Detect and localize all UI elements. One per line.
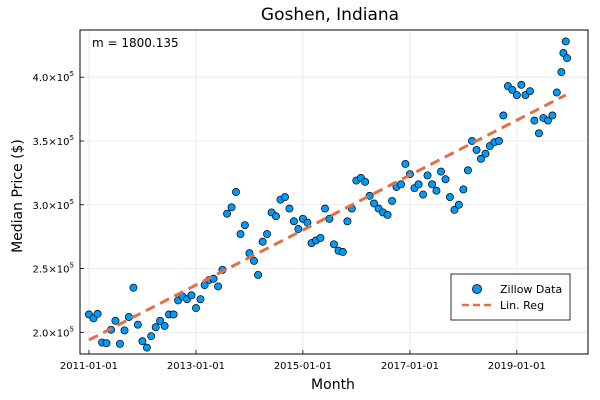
data-point: [196, 295, 205, 304]
data-point: [459, 185, 468, 194]
data-point: [102, 339, 111, 348]
data-point: [548, 111, 557, 120]
legend-label-zillow: Zillow Data: [500, 283, 562, 296]
data-point: [160, 321, 169, 330]
data-point: [129, 283, 138, 292]
data-point: [93, 309, 102, 318]
y-tick-label: 4.0×105: [33, 70, 74, 84]
data-point: [557, 68, 566, 77]
data-point: [263, 230, 271, 239]
y-tick-label: 2.5×105: [33, 262, 74, 276]
data-point: [423, 171, 432, 180]
data-point: [563, 54, 572, 63]
data-point: [454, 200, 463, 209]
data-point: [526, 87, 534, 96]
data-point: [325, 214, 334, 223]
data-point: [236, 230, 245, 239]
y-tick-label: 3.0×105: [33, 198, 74, 212]
data-point: [530, 116, 539, 125]
data-point: [254, 270, 263, 279]
annotation: m = 1800.135: [92, 36, 179, 50]
chart-title: Goshen, Indiana: [261, 5, 399, 25]
x-tick-label: 2019-01-01: [488, 361, 546, 372]
data-point: [240, 221, 249, 230]
data-point: [517, 80, 526, 89]
legend-scatter-marker: [472, 284, 482, 294]
plot-frame: [79, 29, 589, 355]
data-point: [477, 154, 485, 163]
data-point: [316, 233, 325, 242]
x-tick-label: 2013-01-01: [167, 361, 225, 372]
data-point: [156, 316, 165, 325]
data-point: [388, 196, 397, 205]
data-point: [508, 86, 517, 94]
data-point: [232, 188, 240, 196]
data-point: [552, 88, 561, 97]
data-point: [250, 256, 258, 265]
x-tick-label: 2015-01-01: [274, 361, 332, 372]
data-point: [223, 209, 231, 218]
data-point: [543, 116, 552, 125]
data-point: [227, 203, 236, 212]
data-point: [116, 339, 124, 348]
data-point: [133, 320, 142, 329]
data-point: [441, 175, 450, 184]
data-point: [214, 282, 223, 291]
x-tick-label: 2017-01-01: [381, 361, 439, 372]
y-tick-label: 2.0×105: [33, 325, 74, 339]
x-axis-label: Month: [311, 377, 355, 393]
data-point: [271, 212, 280, 221]
data-point: [151, 323, 160, 332]
data-point: [169, 310, 178, 319]
data-point: [142, 343, 151, 352]
data-point: [428, 180, 436, 189]
data-point: [499, 111, 508, 120]
data-point: [361, 177, 370, 186]
legend-box: [450, 273, 571, 321]
marks: [84, 37, 572, 352]
data-point: [495, 137, 503, 145]
x-tick-label: 2011-01-01: [60, 361, 118, 372]
data-point: [192, 304, 200, 313]
data-point: [258, 237, 267, 246]
data-point: [187, 291, 196, 300]
data-point: [294, 225, 303, 233]
legend: Zillow Data Lin. Reg: [450, 273, 571, 321]
data-point: [512, 91, 521, 100]
data-point: [120, 326, 129, 335]
data-point: [401, 159, 410, 168]
data-point: [450, 205, 459, 214]
data-point: [419, 190, 428, 199]
data-point: [111, 316, 120, 325]
data-point: [463, 166, 472, 175]
data-point: [383, 211, 392, 219]
data-point: [321, 204, 329, 213]
data-point: [147, 332, 156, 341]
data-point: [414, 180, 423, 189]
data-point: [561, 37, 570, 46]
ticks: 2011-01-01 2013-01-01 2015-01-01 2017-01-01…: [33, 70, 546, 372]
data-point: [481, 149, 490, 158]
data-point: [437, 167, 445, 176]
data-point: [534, 129, 543, 138]
grid: [80, 30, 588, 354]
y-axis-label: Median Price ($): [10, 139, 26, 253]
data-point: [289, 217, 298, 226]
data-point: [445, 193, 454, 202]
y-tick-label: 3.5×105: [33, 134, 74, 148]
data-point: [343, 217, 352, 226]
data-point: [329, 240, 338, 249]
data-point: [472, 145, 481, 154]
data-point: [285, 204, 294, 213]
data-point: [138, 337, 147, 346]
data-point: [338, 248, 347, 256]
data-point: [281, 193, 289, 202]
legend-label-linreg: Lin. Reg: [500, 299, 544, 312]
data-point: [397, 180, 405, 189]
regression-line: [88, 93, 567, 342]
data-point: [370, 199, 379, 208]
data-point: [432, 186, 441, 195]
